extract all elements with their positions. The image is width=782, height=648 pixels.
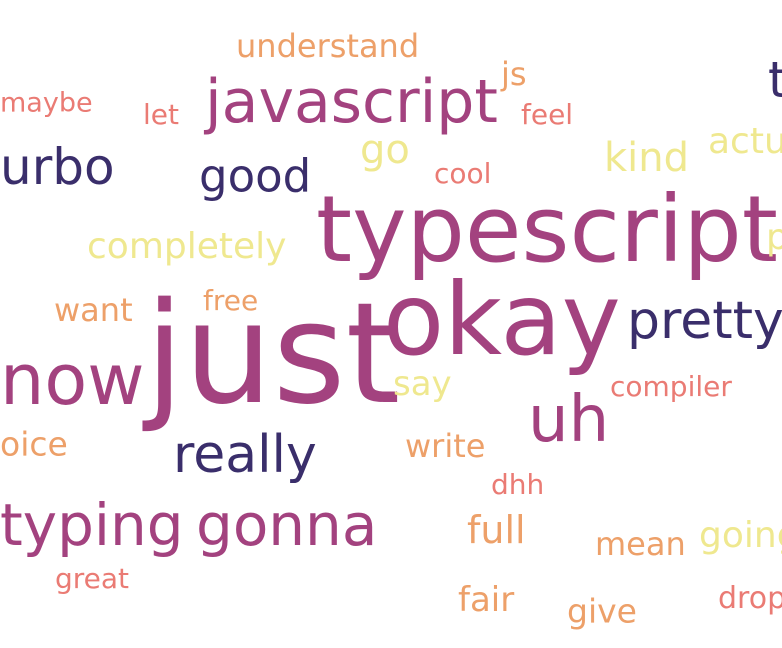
word-urbo: urbo [0, 138, 115, 196]
word-really: really [173, 425, 317, 485]
word-great: great [55, 562, 130, 595]
word-say: say [393, 364, 452, 404]
word-free: free [203, 284, 259, 317]
word-go: go [360, 127, 410, 173]
word-understand: understand [236, 27, 420, 65]
word-pretty: pretty [627, 291, 782, 351]
word-fair: fair [458, 580, 515, 620]
word-p: p [766, 217, 782, 258]
word-now: now [0, 339, 145, 421]
word-js: js [501, 55, 527, 93]
word-uh: uh [528, 383, 610, 457]
word-drop: drop [718, 581, 782, 616]
word-completely: completely [87, 226, 287, 267]
word-good: good [199, 149, 312, 203]
word-mean: mean [595, 525, 686, 563]
word-feel: feel [521, 98, 574, 131]
word-typing: typing [0, 491, 184, 559]
word-just: just [145, 273, 401, 436]
word-write: write [405, 427, 486, 465]
word-okay: okay [383, 261, 621, 378]
word-oice: oice [0, 424, 68, 464]
word-want: want [54, 291, 133, 329]
word-maybe: maybe [0, 87, 93, 119]
word-typescript: typescript [316, 176, 778, 283]
word-kind: kind [604, 135, 690, 181]
word-cool: cool [434, 157, 492, 190]
word-full: full [467, 508, 526, 552]
word-let: let [143, 98, 179, 131]
word-gonna: gonna [196, 491, 378, 559]
word-actu: actu [708, 121, 782, 162]
word-dhh: dhh [491, 468, 545, 501]
word-give: give [567, 591, 637, 631]
word-compiler: compiler [610, 370, 732, 403]
word-javascript: javascript [205, 67, 498, 137]
word-t: t [768, 51, 782, 109]
